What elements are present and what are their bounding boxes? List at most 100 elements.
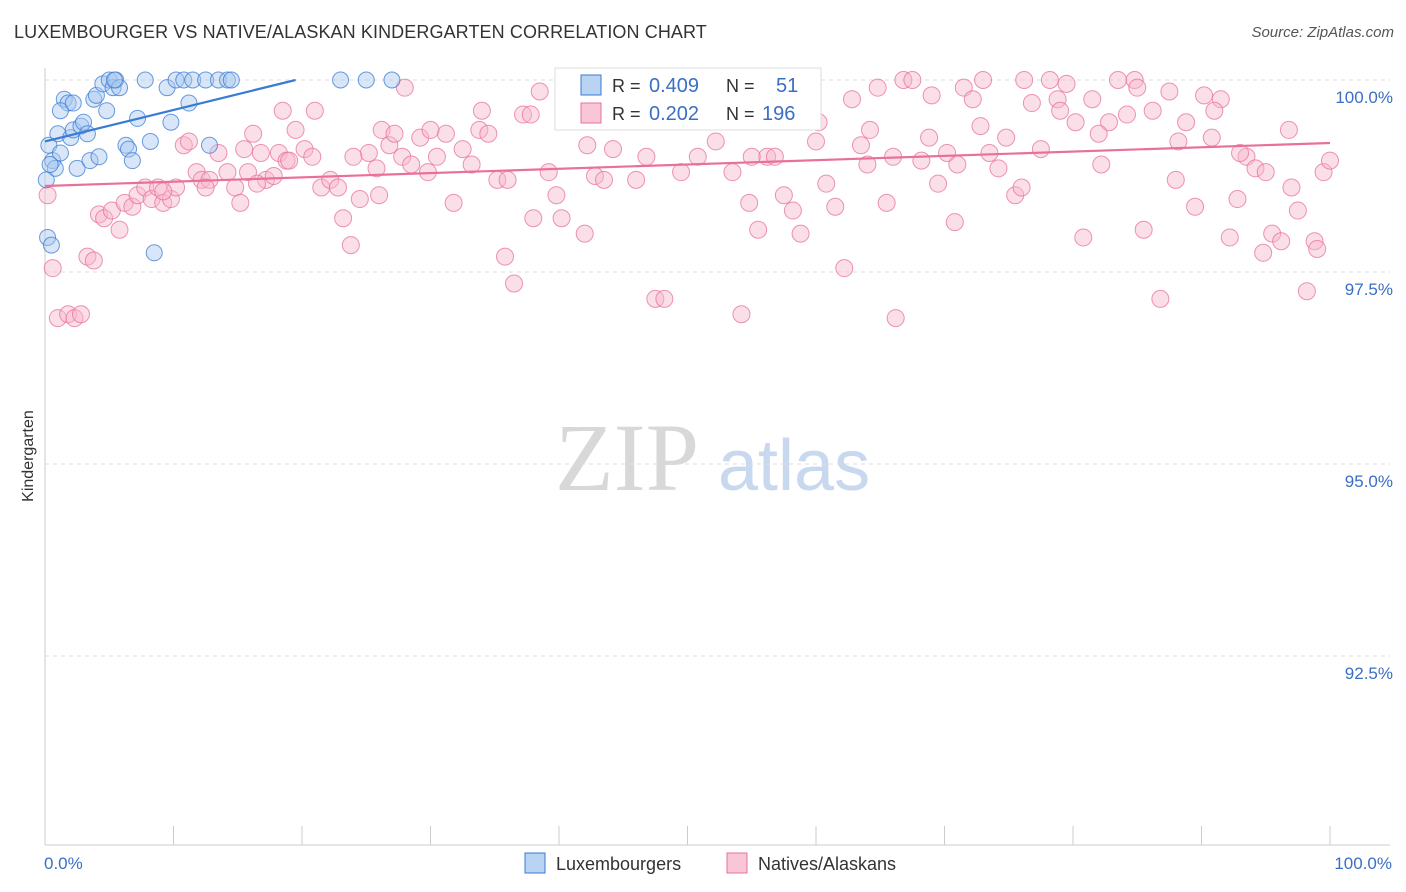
scatter-point [886,309,905,328]
scatter-point [334,209,353,228]
y-tick-label: 95.0% [1345,472,1393,491]
scatter-point [251,143,270,162]
scatter-point [1220,228,1239,247]
scatter-point [1048,90,1067,109]
scatter-point [385,124,404,143]
trend-line-luxembourgers [44,78,296,143]
scatter-point [81,152,99,170]
scatter-point [393,147,412,166]
scatter-point [974,71,993,89]
scatter-point [235,140,254,159]
scatter-point [162,113,180,131]
scatter-point [421,120,440,139]
scatter-point [218,71,236,89]
scatter-point [920,128,939,147]
scatter-point [141,132,159,150]
scatter-point [453,140,472,159]
scatter-point [807,132,825,151]
scatter-point [826,197,845,216]
scatter-point [479,124,498,143]
scatter-point [51,102,69,120]
x-tick-label-max: 100.0% [1334,854,1392,873]
legend-swatch-luxembourgers [524,852,546,874]
scatter-point [1117,105,1136,124]
scatter-point [552,209,571,228]
watermark-atlas: atlas [718,426,870,506]
scatter-point [332,71,350,89]
scatter-point [594,170,613,189]
scatter-point [1083,90,1102,109]
scatter-point [196,178,215,197]
series-luxembourgers-points [37,71,401,262]
scatter-point [1279,120,1298,139]
scatter-point [627,170,646,189]
scatter-point [39,228,57,246]
scatter-point [706,132,725,151]
scatter-point [1006,186,1025,205]
y-tick-label: 100.0% [1335,88,1393,107]
scatter-point [395,78,414,97]
scatter-point [38,186,57,205]
x-tick-label-min: 0.0% [44,854,83,873]
scatter-point [1166,170,1185,189]
scatter-point [273,101,292,120]
legend-swatch-natives [726,852,748,874]
stats-r-value-1: 0.409 [649,75,699,97]
scatter-point [521,105,540,124]
stats-r-value-2: 0.202 [649,103,699,125]
scatter-point [98,102,116,120]
scatter-point [749,220,768,239]
scatter-point [200,136,218,154]
scatter-point [997,128,1016,147]
scatter-point [655,289,674,308]
scatter-point [1066,113,1085,132]
scatter-point [218,163,237,182]
scatter-point [791,224,810,243]
scatter-point [1051,101,1070,120]
scatter-point [1263,224,1282,243]
scatter-point [154,182,173,201]
scatter-point [1308,239,1327,258]
scatter-point [280,151,299,170]
scatter-point [411,128,430,147]
scatter-point [1195,86,1214,105]
scatter-point [123,197,142,216]
scatter-point [740,193,759,212]
scatter-point [929,174,948,193]
stats-legend-swatch-blue [580,74,602,96]
scatter-point [136,71,154,89]
scatter-point [1099,113,1118,132]
scatter-point [1256,163,1275,182]
scatter-point [912,151,931,170]
scatter-point [1202,128,1221,147]
scatter-point [945,213,964,232]
scatter-point [1089,124,1108,143]
stats-n-value-1: 51 [776,75,798,97]
scatter-point [672,163,691,182]
y-tick-labels: 100.0% 97.5% 95.0% 92.5% [1335,88,1393,683]
scatter-point [938,143,957,162]
scatter-point [383,71,401,89]
scatter-point [903,71,922,89]
scatter-point [547,186,566,205]
scatter-point [817,174,836,193]
scatter-point [723,163,742,182]
scatter-point [514,105,533,124]
x-ticks [44,826,1331,845]
scatter-point [858,155,877,174]
scatter-point [505,274,524,293]
scatter-point [1169,132,1188,151]
scatter-point [860,120,879,139]
scatter-point [1057,74,1076,93]
scatter-point [90,148,108,166]
scatter-point [68,159,86,177]
scatter-point [1012,178,1031,197]
scatter-point [95,209,114,228]
scatter-point [444,193,463,212]
scatter-point [1015,71,1034,89]
scatter-point [1074,228,1093,247]
scatter-point [578,136,597,155]
scatter-point [1022,94,1041,113]
scatter-point [732,305,751,324]
scatter-point [530,82,549,101]
